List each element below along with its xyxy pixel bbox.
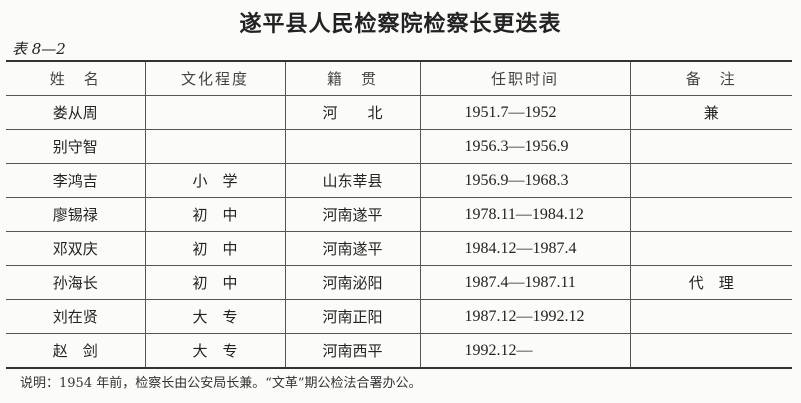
cell-name: 廖锡禄 [6, 197, 146, 232]
cell-term: 1984.12—1987.4 [420, 231, 631, 266]
header-remarks: 备 注 [630, 61, 792, 96]
cell-native-place [285, 129, 421, 164]
cell-term: 1951.7—1952 [420, 95, 631, 130]
cell-term: 1956.9—1968.3 [420, 163, 631, 198]
cell-name: 李鸿吉 [6, 163, 146, 198]
table-row: 别守智 1956.3—1956.9 [6, 129, 792, 164]
cell-remarks [630, 129, 792, 164]
cell-education: 大 专 [145, 299, 286, 334]
table-row: 刘在贤大 专河南正阳 1987.12—1992.12 [6, 299, 792, 334]
cell-education: 初 中 [145, 231, 286, 266]
cell-name: 别守智 [6, 129, 146, 164]
cell-remarks [630, 333, 792, 369]
footnote: 说明：1954 年前，检察长由公安局长兼。“文革”期公检法合署办公。 [20, 376, 422, 391]
cell-name: 赵 剑 [6, 333, 146, 369]
cell-name: 刘在贤 [6, 299, 146, 334]
cell-remarks [630, 197, 792, 232]
table-number: 表 8—2 [12, 40, 66, 58]
cell-name: 孙海长 [6, 265, 146, 300]
table-row: 孙海长初 中河南泌阳 1987.4—1987.11 代 理 [6, 265, 792, 300]
table-row: 李鸿吉小 学山东莘县 1956.9—1968.3 [6, 163, 792, 198]
header-education: 文化程度 [145, 61, 286, 96]
header-native-place: 籍 贯 [285, 61, 421, 96]
cell-education [145, 129, 286, 164]
header-term: 任职时间 [420, 61, 631, 96]
table-row: 廖锡禄初 中河南遂平 1978.11—1984.12 [6, 197, 792, 232]
cell-native-place: 河 北 [285, 95, 421, 130]
cell-remarks [630, 163, 792, 198]
header-name: 姓 名 [6, 61, 146, 96]
cell-native-place: 河南泌阳 [285, 265, 421, 300]
cell-native-place: 河南西平 [285, 333, 421, 369]
cell-remarks [630, 231, 792, 266]
cell-name: 娄从周 [6, 95, 146, 130]
cell-term: 1992.12— [420, 333, 631, 369]
cell-remarks [630, 299, 792, 334]
table-row: 娄从周 河 北 1951.7—1952 兼 [6, 95, 792, 130]
cell-term: 1987.4—1987.11 [420, 265, 631, 300]
cell-remarks: 代 理 [630, 265, 792, 300]
table-row: 赵 剑大 专河南西平 1992.12— [6, 333, 792, 369]
chief-prosecutor-table: 姓 名文化程度籍 贯任职时间备 注 娄从周 河 北 1951.7—1952 兼别守智 1… [6, 60, 792, 369]
cell-remarks: 兼 [630, 95, 792, 130]
cell-name: 邓双庆 [6, 231, 146, 266]
cell-term: 1956.3—1956.9 [420, 129, 631, 164]
cell-native-place: 河南遂平 [285, 231, 421, 266]
header-row: 姓 名文化程度籍 贯任职时间备 注 [6, 61, 792, 96]
table-row: 邓双庆初 中河南遂平 1984.12—1987.4 [6, 231, 792, 266]
document-title: 遂平县人民检察院检察长更迭表 [239, 12, 562, 37]
cell-education: 小 学 [145, 163, 286, 198]
cell-term: 1978.11—1984.12 [420, 197, 631, 232]
cell-native-place: 河南遂平 [285, 197, 421, 232]
cell-education: 初 中 [145, 197, 286, 232]
cell-native-place: 河南正阳 [285, 299, 421, 334]
cell-education: 初 中 [145, 265, 286, 300]
cell-education [145, 95, 286, 130]
cell-education: 大 专 [145, 333, 286, 369]
cell-native-place: 山东莘县 [285, 163, 421, 198]
cell-term: 1987.12—1992.12 [420, 299, 631, 334]
